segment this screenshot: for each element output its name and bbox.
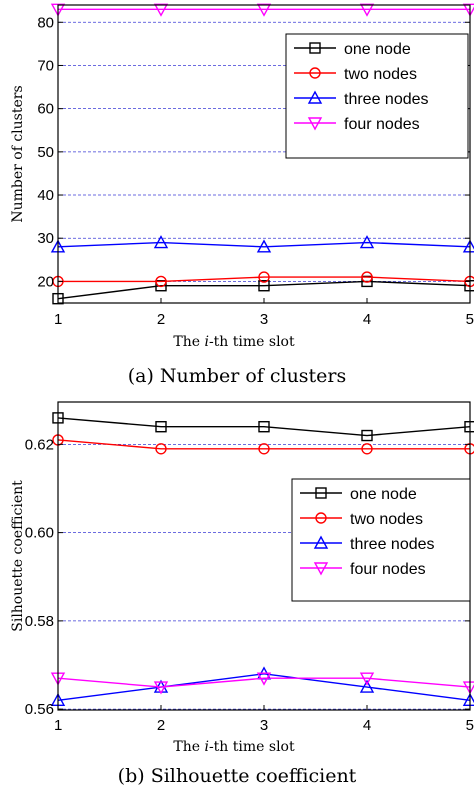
- y-tick-label: 70: [37, 57, 54, 74]
- legend-box: [285, 33, 469, 159]
- x-tick-label: 4: [363, 717, 371, 734]
- caption: (b) Silhouette coefficient: [118, 765, 357, 787]
- y-axis-label: Number of clusters: [10, 85, 26, 222]
- legend-label: three nodes: [350, 536, 435, 553]
- data-point: [359, 672, 375, 686]
- legend-marker: [307, 90, 323, 104]
- data-point: [258, 280, 270, 292]
- x-tick-label: 3: [260, 717, 268, 734]
- data-point: [361, 443, 373, 455]
- y-axis-label: Silhouette coefficient: [10, 480, 26, 632]
- legend-marker: [309, 42, 321, 54]
- legend-label: three nodes: [344, 91, 429, 108]
- legend-label: one node: [344, 41, 411, 58]
- legend-item: three nodes: [294, 90, 429, 108]
- legend-marker: [315, 512, 327, 524]
- caption: (a) Number of clusters: [128, 365, 347, 387]
- legend-item: four nodes: [294, 116, 420, 133]
- series-line: [57, 417, 471, 437]
- legend-item: two nodes: [294, 66, 417, 83]
- x-tick-label: 5: [466, 311, 474, 328]
- x-axis-label: The i-th time slot: [173, 334, 295, 350]
- x-tick-label: 2: [157, 311, 165, 328]
- y-tick-label: 0.56: [25, 701, 54, 718]
- legend-label: two nodes: [350, 511, 423, 528]
- legend: one node two nodes three nodes four nodes: [291, 478, 471, 602]
- data-point: [153, 681, 169, 695]
- data-point: [258, 271, 270, 283]
- legend-item: three nodes: [300, 535, 435, 553]
- x-tick-label: 4: [363, 311, 371, 328]
- data-point: [359, 3, 375, 17]
- legend-marker: [315, 487, 327, 499]
- data-point: [155, 443, 167, 455]
- y-tick-label: 0.62: [25, 436, 54, 453]
- series-line: [57, 241, 471, 248]
- y-tick-label: 50: [37, 144, 54, 161]
- y-tick-label: 0.58: [25, 613, 54, 630]
- legend-marker: [313, 535, 329, 549]
- x-axis-label: The i-th time slot: [173, 739, 295, 755]
- data-point: [153, 3, 169, 17]
- data-point: [50, 3, 66, 17]
- data-point: [361, 429, 373, 442]
- y-tick-label: 40: [37, 187, 54, 204]
- y-tick-label: 0.60: [25, 525, 54, 542]
- series-line: [57, 280, 471, 300]
- legend-item: one node: [294, 41, 411, 58]
- legend-label: four nodes: [350, 561, 426, 578]
- data-point: [153, 235, 169, 249]
- series-line: [58, 276, 471, 283]
- chart-2: 0.56 0.58 0.60 0.62 1 2 3 4 5 The i-th time slot S…: [10, 401, 474, 787]
- legend-box: [291, 478, 471, 602]
- data-point: [258, 443, 270, 455]
- legend: one node two nodes three nodes four nodes: [285, 33, 469, 159]
- y-tick-label: 20: [37, 273, 54, 290]
- y-tick-label: 60: [37, 101, 54, 118]
- x-tick-label: 1: [54, 717, 62, 734]
- data-point: [258, 421, 270, 433]
- legend-label: four nodes: [344, 116, 420, 133]
- data-point: [155, 421, 167, 433]
- legend-marker: [307, 117, 323, 131]
- x-tick-label: 2: [157, 717, 165, 734]
- data-point: [256, 672, 272, 686]
- x-tick-label: 5: [466, 717, 474, 734]
- series-line: [57, 677, 471, 688]
- data-point: [256, 3, 272, 17]
- legend-item: one node: [300, 486, 417, 503]
- y-tick-label: 30: [37, 230, 54, 247]
- legend-marker: [309, 67, 321, 79]
- series-four-nodes: [50, 3, 474, 17]
- series-four-nodes: [50, 672, 474, 695]
- legend-marker: [313, 562, 329, 576]
- legend-label: one node: [350, 486, 417, 503]
- data-point: [462, 3, 474, 17]
- legend-item: four nodes: [300, 561, 426, 578]
- data-point: [361, 271, 373, 283]
- data-point: [359, 679, 375, 693]
- data-point: [256, 239, 272, 253]
- data-point: [359, 235, 375, 249]
- x-tick-label: 1: [54, 311, 62, 328]
- x-tick-label: 3: [260, 311, 268, 328]
- y-tick-label: 80: [37, 14, 54, 31]
- series-line: [57, 439, 470, 450]
- legend-label: two nodes: [344, 66, 417, 83]
- legend-item: two nodes: [300, 511, 423, 528]
- chart-1: 20 30 40 50 60 70 80 1 2 3 4 5 The i-th time slot Num…: [10, 3, 474, 387]
- data-point: [155, 275, 167, 288]
